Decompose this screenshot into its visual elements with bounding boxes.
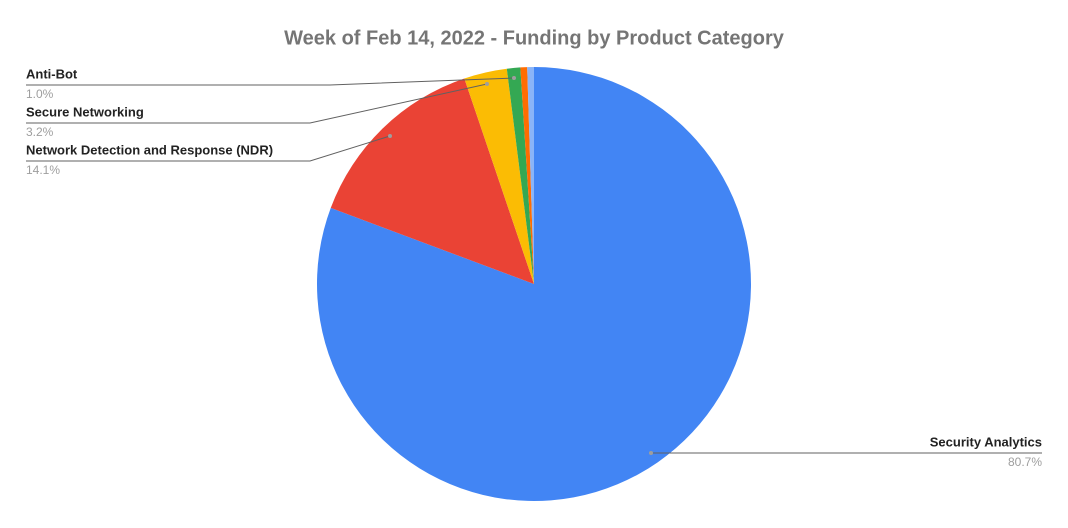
slice-label: Network Detection and Response (NDR) bbox=[26, 142, 273, 157]
slice-label: Anti-Bot bbox=[26, 66, 78, 81]
leader-line bbox=[26, 135, 391, 162]
slice-value-label: 3.2% bbox=[26, 125, 54, 139]
slice-label: Security Analytics bbox=[930, 434, 1042, 449]
chart-title: Week of Feb 14, 2022 - Funding by Produc… bbox=[284, 27, 785, 49]
slice-value-label: 14.1% bbox=[26, 163, 60, 177]
leader-line bbox=[26, 77, 515, 86]
slice-value-label: 80.7% bbox=[1008, 455, 1042, 469]
leader-line bbox=[26, 83, 488, 124]
pie-slice bbox=[520, 67, 534, 284]
pie-slice bbox=[527, 67, 534, 284]
leader-dot bbox=[649, 451, 653, 455]
pie-slice bbox=[506, 67, 534, 285]
leader-dot bbox=[485, 82, 489, 86]
pie-slice bbox=[464, 68, 534, 284]
leader-dot bbox=[388, 134, 392, 138]
leader-dot bbox=[512, 76, 516, 80]
slice-value-label: 1.0% bbox=[26, 87, 54, 101]
pie-slice bbox=[330, 78, 534, 284]
slice-label: Secure Networking bbox=[26, 104, 144, 119]
